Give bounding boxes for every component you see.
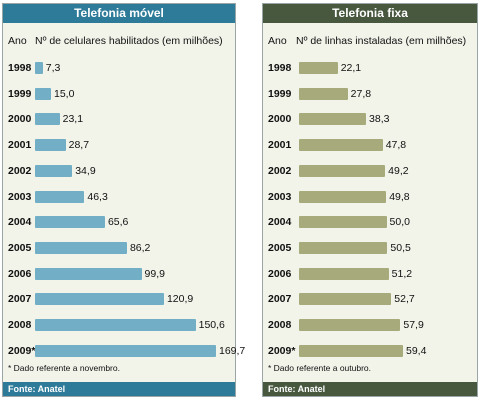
bar: [299, 113, 367, 126]
year-label: 1998: [268, 62, 292, 74]
bar: [35, 139, 66, 152]
data-label: 169,7: [219, 344, 246, 357]
source: Fonte: Anatel: [263, 382, 477, 396]
footnote: * Dado referente a outubro.: [268, 363, 372, 373]
bar: [299, 216, 387, 229]
bar: [35, 113, 60, 126]
year-label: 2003: [8, 190, 32, 203]
data-label: 28,7: [68, 139, 90, 152]
bar: [35, 344, 216, 357]
year-label: 2000: [268, 113, 292, 126]
category-header: Ano: [8, 35, 27, 47]
bar: [35, 190, 85, 203]
data-label: 120,9: [166, 293, 194, 306]
bar: [35, 241, 127, 254]
year-label: 2005: [268, 241, 292, 254]
bar: [299, 87, 348, 100]
bar: [299, 293, 392, 306]
year-label: 2003: [268, 190, 292, 203]
data-label: 23,1: [62, 113, 84, 126]
data-label: 15,0: [53, 87, 75, 100]
year-label: 2004: [8, 216, 32, 229]
bar: [299, 241, 388, 254]
bar: [299, 344, 403, 357]
value-header: Nº de celulares habilitados (em milhões): [35, 35, 223, 47]
bar: [35, 267, 142, 280]
chart-title: Telefonia móvel: [3, 4, 235, 23]
bar: [299, 190, 387, 203]
bar: [35, 216, 105, 229]
year-label: 2006: [268, 267, 292, 280]
data-label: 7,3: [45, 62, 61, 74]
year-label: 1999: [268, 87, 292, 100]
data-label: 52,7: [394, 293, 415, 306]
bar: [299, 164, 386, 177]
bar: [35, 62, 43, 74]
value-header: Nº de linhas instaladas (em milhões): [296, 35, 467, 47]
data-label: 65,6: [107, 216, 129, 229]
year-label: 2005: [8, 241, 32, 254]
bar: [299, 62, 338, 74]
data-label: 51,2: [391, 267, 413, 280]
data-label: 150,6: [198, 319, 225, 331]
data-label: 34,9: [75, 164, 96, 177]
year-label: 2008: [268, 319, 292, 331]
data-label: 49,8: [389, 190, 410, 203]
data-label: 38,3: [369, 113, 390, 126]
year-label: 2007: [8, 293, 32, 306]
data-label: 49,2: [388, 164, 409, 177]
panel-telefonia-movel: Telefonia móvel Ano Nº de celulares habi…: [2, 3, 245, 397]
bar: [299, 139, 383, 152]
year-label: 2002: [8, 164, 32, 177]
data-label: 99,9: [144, 267, 165, 280]
data-label: 47,8: [385, 139, 407, 152]
data-label: 27,8: [350, 87, 372, 100]
year-label: 1998: [8, 62, 32, 74]
year-label: 1999: [8, 87, 32, 100]
bar: [299, 267, 389, 280]
category-header: Ano: [268, 35, 287, 47]
year-label: 2008: [8, 319, 32, 331]
bar: [35, 87, 51, 100]
bar: [35, 164, 73, 177]
data-label: 50,0: [389, 216, 410, 229]
year-label: 2007: [268, 293, 292, 306]
bar: [299, 319, 401, 331]
data-label: 57,9: [403, 319, 424, 331]
data-label: 59,4: [406, 344, 427, 357]
year-label: 2009*: [8, 344, 36, 357]
year-label: 2000: [8, 113, 32, 126]
chart-title: Telefonia fixa: [263, 4, 477, 23]
year-label: 2001: [268, 139, 292, 152]
data-label: 86,2: [129, 241, 151, 254]
source: Fonte: Anatel: [3, 382, 235, 396]
data-label: 50,5: [390, 241, 411, 254]
year-label: 2001: [8, 139, 32, 152]
data-label: 46,3: [87, 190, 108, 203]
year-label: 2009*: [268, 344, 296, 357]
data-label: 22,1: [340, 62, 362, 74]
footnote: * Dado referente a novembro.: [8, 363, 120, 373]
bar: [35, 319, 196, 331]
panel-telefonia-fixa: Telefonia fixa Ano Nº de linhas instalad…: [262, 3, 478, 397]
year-label: 2004: [268, 216, 292, 229]
bar: [35, 293, 164, 306]
year-label: 2002: [268, 164, 292, 177]
year-label: 2006: [8, 267, 32, 280]
